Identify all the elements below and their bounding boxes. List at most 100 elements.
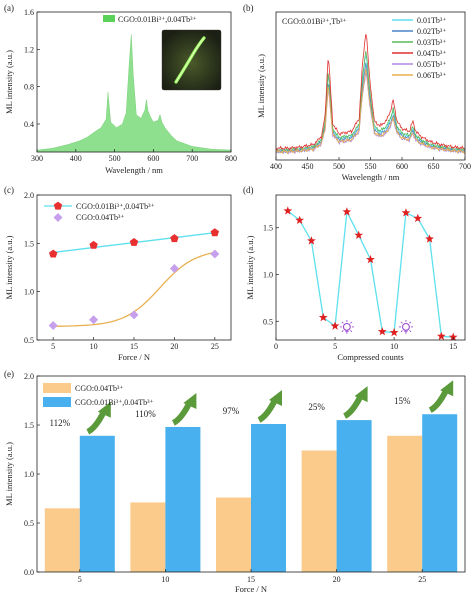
bar-tb [130,502,166,572]
legend-marker [53,213,63,222]
bar-bi-tb [251,424,286,572]
star-marker [389,327,399,337]
bar-tb [44,508,80,572]
bulb-ray [341,330,344,333]
x-tick-label: 400 [270,162,282,171]
arrow-head [269,390,282,407]
y-tick-label: 2.0 [24,191,34,200]
cycle-line [287,209,454,338]
bar-bi-tb [79,435,115,572]
increase-label: 110% [135,409,156,419]
legend-label: 0.03Tb³⁺ [417,38,447,47]
y-axis-label: ML intensity (a.u.) [4,442,14,506]
arrow-shaft [86,410,107,435]
bulb-icon [342,322,351,331]
x-tick-label: 20 [333,575,341,584]
x-axis-label: Force / N [118,352,150,362]
legend-swatch [103,15,115,22]
x-tick-label: 10 [390,342,398,351]
y-tick-label: 1.5 [24,421,34,430]
star-marker [366,254,375,264]
bulb-ray [400,321,403,324]
inset-photo [161,29,222,91]
x-tick-label: 700 [459,162,471,171]
increase-label: 15% [394,396,411,406]
panel-label: (a) [4,3,14,13]
legend-label: CGO:0.01Bi³⁺,0.04Tb³⁺ [118,15,197,24]
marker-diamond [210,249,220,259]
y-tick-label: 1.5 [24,239,34,248]
y-tick-label: 2.0 [24,372,34,381]
chart-title: CGO:0.01Bi³⁺,Tb³⁺ [282,17,347,26]
bulb-ray [341,321,344,324]
y-tick-label: 1.0 [24,470,34,479]
x-tick-label: 600 [396,162,408,171]
spectrum-line [275,34,466,151]
x-tick-label: 700 [186,154,198,163]
marker-pentagon [89,240,98,249]
panel-label: (b) [243,3,254,13]
x-tick-label: 15 [247,575,255,584]
glowing-film-core [175,37,205,83]
x-tick-label: 800 [225,154,237,163]
x-tick-label: 15 [130,342,138,351]
x-tick-label: 400 [70,154,82,163]
legend-swatch [43,397,71,407]
y-axis-label: ML intensity (a.u.) [4,235,14,299]
legend-label: 0.04Tb³⁺ [417,49,447,58]
star-marker [425,234,434,243]
increase-label: 112% [49,418,70,428]
x-tick-label: 300 [31,154,43,163]
x-tick-label: 5 [333,342,337,351]
marker-diamond [48,321,58,330]
y-tick-label: 1.0 [24,288,34,297]
star-marker [377,327,387,336]
y-tick-label: 0.8 [24,83,34,92]
x-axis-label: Force / N [235,584,267,594]
x-tick-label: 5 [78,575,82,584]
marker-pentagon [129,238,139,246]
y-axis-label: ML intensity (a.u.) [256,54,266,118]
bulb-ray [409,321,412,324]
increase-label: 97% [223,406,240,416]
x-axis-label: Compressed counts [337,352,403,362]
emission-area [36,34,232,153]
legend-label: CGO:0.04Tb³⁺ [76,213,125,222]
x-tick-label: 500 [109,154,121,163]
x-tick-label: 650 [428,162,440,171]
bar-bi-tb [165,426,201,572]
x-axis-label: Wavelength / nm [342,172,400,182]
increase-label: 25% [308,402,325,412]
x-tick-label: 25 [211,342,219,351]
star-marker [401,208,411,217]
legend-label: 0.01Tb³⁺ [417,16,447,25]
bulb-ray [350,330,353,333]
star-marker [307,236,316,245]
star-marker [295,215,304,224]
x-tick-label: 500 [333,162,345,171]
y-tick-label: 0.5 [263,317,273,326]
x-tick-label: 600 [147,154,159,163]
x-tick-label: 0 [274,342,278,351]
y-axis-label: ML intensity (a.u.) [245,235,255,299]
y-tick-label: 1.6 [24,8,34,17]
y-tick-label: 0.5 [24,519,34,528]
y-tick-label: 1.0 [263,271,273,280]
panel-e: (e) 112% 110% 97% 25% 15% CGO:0.04Tb³⁺ CGO:0.01… [4,369,466,594]
bulb-icon [401,322,410,331]
star-marker [283,206,293,215]
panel-d: (d) 0 5 10 15 0.5 1.0 1.5 Compressed counts ML in… [243,185,466,362]
marker-pentagon [49,249,58,258]
x-tick-label: 20 [170,342,178,351]
panel-a: (a) CGO:0.01Bi³⁺,0.04Tb³⁺ 300 400 500 600 700 8… [4,3,237,175]
marker-pentagon [210,228,219,237]
y-tick-label: 0.4 [24,120,34,129]
x-tick-label: 10 [90,342,98,351]
y-tick-label: 1.2 [24,45,34,54]
star-marker [330,321,340,330]
y-tick-label: 0.5 [24,336,34,345]
legend-label: 0.05Tb³⁺ [417,60,447,69]
bulb-ray [400,330,403,333]
panel-c: (c) CGO:0.01Bi³⁺,0.04Tb³⁺ CGO:0.04Tb³⁺ 5 10 1… [4,185,232,362]
y-tick-label: 0.0 [24,568,34,577]
